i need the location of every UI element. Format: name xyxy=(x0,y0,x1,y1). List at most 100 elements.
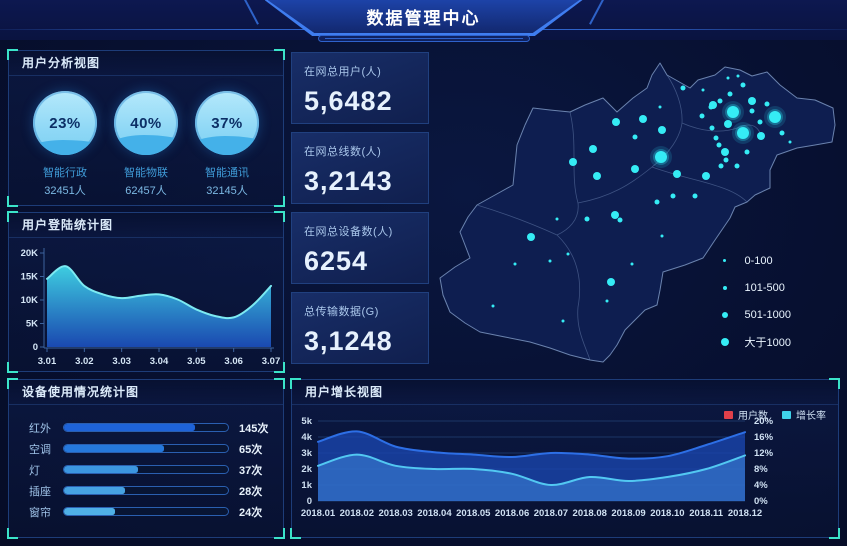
corner-bracket xyxy=(274,378,285,389)
gauge-comms[interactable]: 37% 智能通讯 32145人 xyxy=(189,91,265,198)
map-legend: 0-100 101-500 501-1000 大于1000 xyxy=(717,247,792,355)
x-tick-label: 3.02 xyxy=(75,356,94,367)
x-tick-label: 3.05 xyxy=(187,356,206,367)
bar-fill xyxy=(64,466,138,473)
x-tick-label: 2018.10 xyxy=(650,508,684,519)
header-left-wing-decoration xyxy=(242,0,259,25)
map-dot xyxy=(757,119,763,125)
stat-label: 总传输数据(G) xyxy=(304,306,379,318)
y-right-tick-label: 8% xyxy=(754,464,768,475)
map-dot xyxy=(718,163,724,169)
map-dot xyxy=(734,163,740,169)
y-right-tick-label: 4% xyxy=(754,480,768,491)
map-dot xyxy=(611,211,619,219)
y-tick-label: 0 xyxy=(33,342,38,353)
bar-category-label: 窗帘 xyxy=(29,506,51,519)
legend-swatch xyxy=(782,410,791,419)
corner-bracket xyxy=(7,211,18,222)
map-dot xyxy=(561,319,565,323)
bar-row: 灯 37次 xyxy=(29,459,275,480)
stat-value: 5,6482 xyxy=(304,86,393,116)
legend-dot-icon xyxy=(717,259,733,262)
bar-fill xyxy=(64,487,125,494)
corner-bracket xyxy=(7,362,18,373)
map-dot xyxy=(632,134,638,140)
bar-value: 28次 xyxy=(239,485,263,498)
gauge-percent: 40% xyxy=(130,114,162,132)
map-dot xyxy=(513,262,517,266)
corner-bracket xyxy=(7,528,18,539)
map-scatter-dots xyxy=(491,74,792,323)
login-area-line xyxy=(46,265,272,320)
map-dot xyxy=(788,140,792,144)
bar-track xyxy=(63,507,229,516)
region-map[interactable]: 0-100 101-500 501-1000 大于1000 xyxy=(430,45,847,375)
stat-label: 在网总设备数(人) xyxy=(304,226,393,238)
gauge-wave xyxy=(33,140,97,155)
map-legend-item[interactable]: 501-1000 xyxy=(717,301,791,328)
login-area-chart[interactable]: 0 5K 10K 15K 20K 3.01 3.02 3.03 3.04 3.05 3.06 3.07 xyxy=(9,238,283,372)
map-dot xyxy=(713,135,719,141)
bar-track xyxy=(63,486,229,495)
bar-track xyxy=(63,465,229,474)
legend-dot xyxy=(723,259,726,262)
map-dot xyxy=(593,172,601,180)
map-dot xyxy=(737,127,749,139)
panel-title-device-usage: 设备使用情况统计图 xyxy=(9,380,283,405)
gauge-iot[interactable]: 40% 智能物联 62457人 xyxy=(108,91,184,198)
map-dot xyxy=(655,151,667,163)
map-dot xyxy=(716,142,722,148)
gauge-wave xyxy=(114,135,178,155)
map-dot xyxy=(727,106,739,118)
map-dot xyxy=(726,76,730,80)
growth-legend-item[interactable]: 增长率 xyxy=(782,407,826,422)
map-dot xyxy=(779,130,785,136)
header-banner: 数据管理中心 xyxy=(267,0,580,33)
legend-dot-icon xyxy=(717,337,733,346)
x-tick-label: 3.06 xyxy=(224,356,243,367)
bar-track xyxy=(63,423,229,432)
bar-value: 37次 xyxy=(239,464,263,477)
map-dot xyxy=(692,193,698,199)
corner-bracket xyxy=(829,378,840,389)
bar-row: 窗帘 24次 xyxy=(29,501,275,522)
map-legend-item[interactable]: 0-100 xyxy=(717,247,792,274)
y-tick-label: 15K xyxy=(21,272,39,283)
x-tick-label: 2018.09 xyxy=(611,508,645,519)
x-tick-label: 3.07 xyxy=(262,356,281,367)
growth-area-chart[interactable]: 0 0% 1k 4% 2k 8% 3k 12% 4k 16% 5k 20% 2018.01 2018.02… xyxy=(292,405,838,537)
legend-label: 增长率 xyxy=(796,411,826,422)
map-dot xyxy=(491,304,495,308)
gauge-admin[interactable]: 23% 智能行政 32451人 xyxy=(27,91,103,198)
y-right-tick-label: 20% xyxy=(754,416,774,427)
map-legend-item[interactable]: 101-500 xyxy=(717,274,792,301)
bar-fill xyxy=(64,424,196,431)
x-tick-label: 2018.03 xyxy=(378,508,412,519)
map-dot xyxy=(723,157,729,163)
map-dot xyxy=(727,91,733,97)
panel-user-growth: 用户增长视图 用户数 增长率 0 0% 1k 4% 2k 8% 3k 12% 4k 16% 5k 20%… xyxy=(290,378,840,539)
device-bar-chart[interactable]: 红外 145次 空调 65次灯 37次 插座 28次 窗帘 24次 xyxy=(9,405,283,522)
bar-category-label: 红外 xyxy=(29,422,51,435)
gauge-bubble: 40% xyxy=(114,91,178,155)
gauge-wave xyxy=(195,135,259,155)
growth-line-增长率 xyxy=(317,453,746,487)
x-tick-label: 2018.08 xyxy=(573,508,607,519)
map-svg xyxy=(439,62,836,363)
legend-label: 101-500 xyxy=(744,281,785,294)
map-legend-item[interactable]: 大于1000 xyxy=(717,328,792,355)
map-dot xyxy=(612,118,620,126)
bar-fill xyxy=(64,508,115,515)
x-tick-label: 3.01 xyxy=(38,356,57,367)
panel-device-usage: 设备使用情况统计图 红外 145次 空调 65次灯 37次 插座 28次 窗帘 24次 xyxy=(7,378,285,539)
legend-label: 大于1000 xyxy=(744,336,791,349)
bar-row: 红外 145次 xyxy=(29,417,275,438)
bar-value: 65次 xyxy=(239,443,263,456)
corner-bracket xyxy=(7,378,18,389)
growth-legend-item[interactable]: 用户数 xyxy=(724,407,768,422)
stat-value: 6254 xyxy=(304,246,369,276)
stat-card-total-data: 总传输数据(G) 3,1248 xyxy=(291,292,429,364)
map-dot xyxy=(654,199,660,205)
map-dot xyxy=(744,149,750,155)
